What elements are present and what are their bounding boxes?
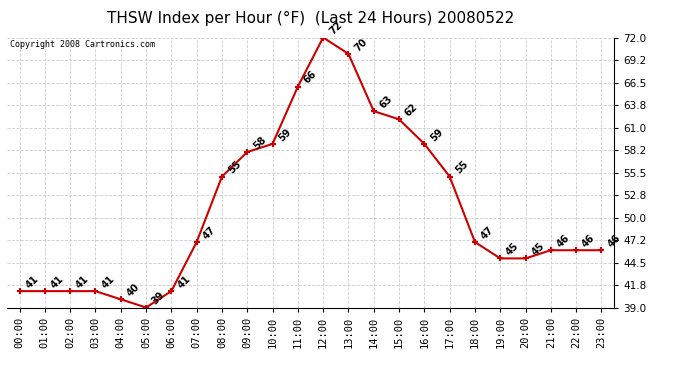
- Text: 41: 41: [99, 274, 116, 290]
- Text: Copyright 2008 Cartronics.com: Copyright 2008 Cartronics.com: [10, 40, 155, 49]
- Text: 70: 70: [353, 36, 369, 53]
- Text: 41: 41: [23, 274, 40, 290]
- Text: 47: 47: [201, 225, 217, 241]
- Text: 72: 72: [327, 20, 344, 37]
- Text: 41: 41: [175, 274, 192, 290]
- Text: 55: 55: [454, 159, 471, 176]
- Text: THSW Index per Hour (°F)  (Last 24 Hours) 20080522: THSW Index per Hour (°F) (Last 24 Hours)…: [107, 11, 514, 26]
- Text: 63: 63: [378, 94, 395, 110]
- Text: 55: 55: [226, 159, 243, 176]
- Text: 41: 41: [49, 274, 66, 290]
- Text: 39: 39: [150, 290, 167, 307]
- Text: 41: 41: [75, 274, 91, 290]
- Text: 46: 46: [580, 233, 597, 249]
- Text: 45: 45: [504, 241, 521, 258]
- Text: 62: 62: [403, 102, 420, 118]
- Text: 59: 59: [277, 126, 293, 143]
- Text: 59: 59: [428, 126, 445, 143]
- Text: 58: 58: [251, 135, 268, 151]
- Text: 47: 47: [479, 225, 495, 241]
- Text: 46: 46: [606, 233, 622, 249]
- Text: 40: 40: [125, 282, 141, 298]
- Text: 46: 46: [555, 233, 571, 249]
- Text: 45: 45: [530, 241, 546, 258]
- Text: 66: 66: [302, 69, 319, 86]
